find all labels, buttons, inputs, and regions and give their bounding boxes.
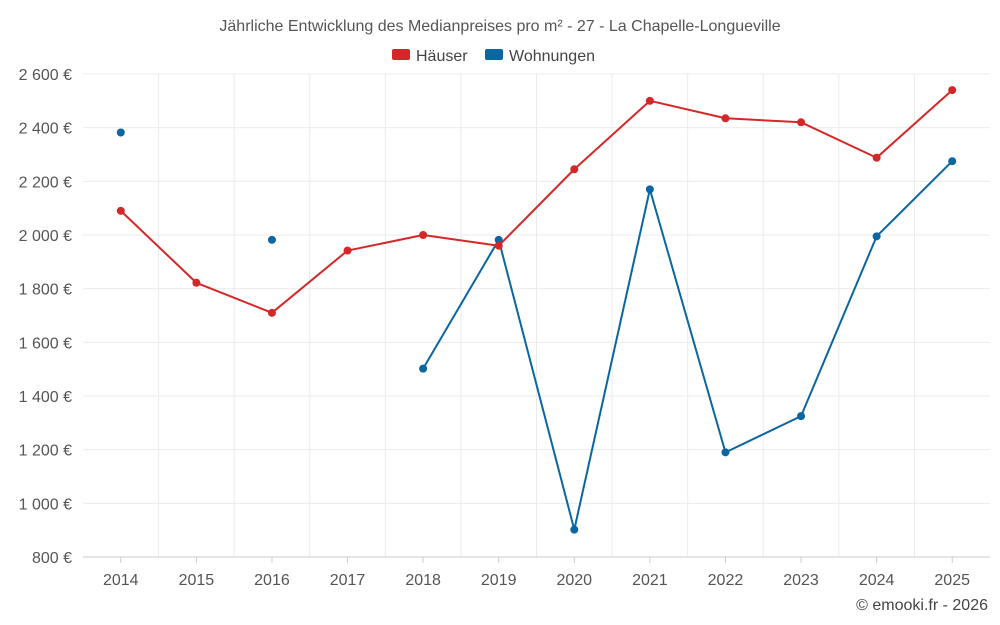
- chart-title: Jährliche Entwicklung des Medianpreises …: [219, 18, 780, 35]
- y-tick-label: 800 €: [32, 550, 72, 567]
- data-point-haeuser[interactable]: [494, 241, 503, 250]
- data-point-wohnungen[interactable]: [948, 157, 957, 166]
- y-tick-label: 2 600 €: [19, 67, 72, 84]
- data-point-haeuser[interactable]: [116, 206, 125, 215]
- data-point-haeuser[interactable]: [797, 118, 806, 127]
- data-point-wohnungen[interactable]: [267, 235, 276, 244]
- y-tick-label: 2 400 €: [19, 121, 72, 138]
- series-haeuser: [116, 86, 957, 317]
- y-axis-ticks: 800 € 1 000 € 1 200 € 1 400 € 1 600 € 1 800 €…: [19, 67, 72, 567]
- data-point-wohnungen[interactable]: [419, 364, 428, 373]
- credit-text: © emooki.fr - 2026: [856, 597, 988, 614]
- data-point-wohnungen[interactable]: [570, 525, 579, 534]
- x-tick-label: 2017: [330, 572, 366, 589]
- x-tick-label: 2024: [859, 572, 895, 589]
- y-tick-label: 1 000 €: [19, 496, 72, 513]
- x-tick-label: 2016: [254, 572, 290, 589]
- y-tick-label: 1 400 €: [19, 389, 72, 406]
- data-point-wohnungen[interactable]: [872, 232, 881, 241]
- data-point-wohnungen[interactable]: [721, 448, 730, 457]
- x-tick-label: 2019: [481, 572, 517, 589]
- data-point-wohnungen[interactable]: [797, 412, 806, 421]
- y-tick-label: 1 800 €: [19, 282, 72, 299]
- legend-label-wohnungen: Wohnungen: [509, 48, 595, 65]
- y-tick-label: 1 600 €: [19, 335, 72, 352]
- y-tick-label: 1 200 €: [19, 443, 72, 460]
- data-point-haeuser[interactable]: [948, 86, 957, 95]
- data-point-haeuser[interactable]: [721, 114, 730, 123]
- legend-swatch-haeuser: [392, 49, 410, 60]
- series-line-haeuser: [120, 89, 953, 314]
- legend[interactable]: Häuser Wohnungen: [392, 48, 595, 65]
- x-tick-label: 2020: [556, 572, 592, 589]
- y-tick-label: 2 000 €: [19, 228, 72, 245]
- series: [116, 86, 957, 534]
- data-point-wohnungen[interactable]: [494, 235, 503, 244]
- legend-swatch-wohnungen: [485, 49, 503, 60]
- data-point-haeuser[interactable]: [872, 153, 881, 162]
- y-tick-label: 2 200 €: [19, 174, 72, 191]
- data-point-haeuser[interactable]: [267, 308, 276, 317]
- data-point-haeuser[interactable]: [343, 246, 352, 255]
- series-wohnungen: [116, 128, 957, 534]
- x-tick-label: 2021: [632, 572, 668, 589]
- data-point-haeuser[interactable]: [570, 165, 579, 174]
- x-axis-ticks: 2014 2015 2016 2017 2018 2019 2020 2021 2022 2023…: [83, 556, 990, 589]
- data-point-haeuser[interactable]: [192, 278, 201, 287]
- x-tick-label: 2014: [103, 572, 139, 589]
- legend-item-wohnungen[interactable]: Wohnungen: [485, 48, 595, 65]
- data-point-wohnungen[interactable]: [645, 185, 654, 194]
- data-point-haeuser[interactable]: [419, 231, 428, 239]
- x-tick-label: 2023: [783, 572, 819, 589]
- x-tick-label: 2015: [179, 572, 215, 589]
- legend-label-haeuser: Häuser: [416, 48, 468, 65]
- series-line-wohnungen: [422, 160, 953, 531]
- x-tick-label: 2018: [405, 572, 441, 589]
- data-point-wohnungen[interactable]: [116, 128, 125, 137]
- legend-item-haeuser[interactable]: Häuser: [392, 48, 468, 65]
- data-point-haeuser[interactable]: [645, 96, 654, 105]
- x-tick-label: 2025: [934, 572, 970, 589]
- x-tick-label: 2022: [708, 572, 744, 589]
- grid: [83, 73, 990, 558]
